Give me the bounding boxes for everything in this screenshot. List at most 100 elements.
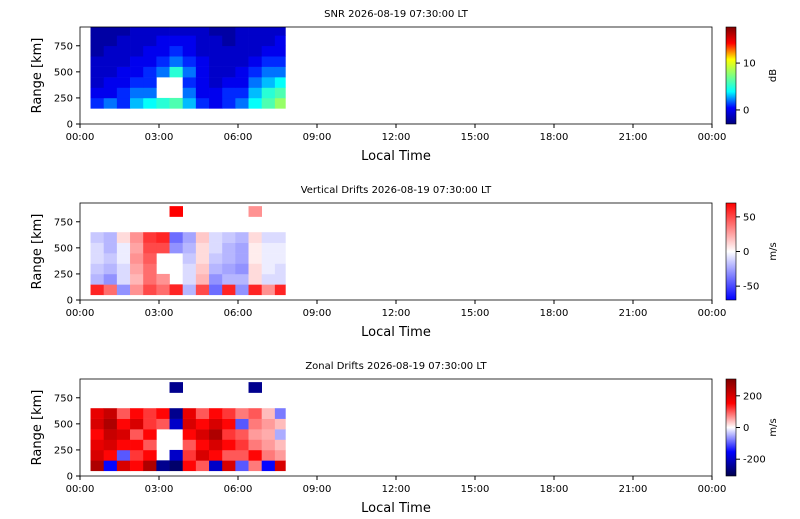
heat-cell <box>222 429 236 440</box>
heat-cell <box>274 87 286 99</box>
heat-cell <box>261 242 276 254</box>
heat-cell <box>116 97 131 109</box>
heat-cell <box>143 408 157 419</box>
heat-cell <box>116 242 131 254</box>
heat-cell <box>182 242 197 254</box>
x-tick-label: 00:00 <box>66 132 95 143</box>
heat-cell <box>143 87 157 99</box>
heat-cell <box>209 429 223 440</box>
heat-cell <box>248 232 262 243</box>
heat-cell <box>209 408 223 419</box>
heat-cell <box>222 27 236 36</box>
x-tick-label: 15:00 <box>461 132 490 143</box>
heat-cell <box>182 273 197 285</box>
heat-cell <box>103 56 118 67</box>
heat-cell <box>261 27 276 36</box>
heat-cell <box>156 460 170 472</box>
y-tick-label: 500 <box>54 243 73 254</box>
heat-cell <box>116 263 131 275</box>
heat-cell <box>103 66 118 78</box>
x-tick-label: 09:00 <box>303 308 332 319</box>
heat-cell <box>261 253 276 264</box>
heat-cell <box>90 66 104 78</box>
heat-cell <box>248 439 262 451</box>
heat-cell <box>222 35 236 47</box>
heat-cell <box>143 429 157 440</box>
heat-cell <box>143 77 157 88</box>
heat-cell <box>182 460 197 472</box>
heat-cell <box>103 449 118 461</box>
x-tick-label: 03:00 <box>145 132 174 143</box>
heat-cell <box>90 418 104 430</box>
heat-cell <box>90 77 104 88</box>
heat-cell <box>169 45 183 57</box>
heat-cell <box>261 429 276 440</box>
colorbar-tick-label: 0 <box>743 247 749 258</box>
y-tick-label: 250 <box>54 93 73 104</box>
heat-cell <box>130 263 144 275</box>
heat-cell <box>143 45 157 57</box>
heat-cell <box>169 97 183 109</box>
heat-cell <box>182 408 197 419</box>
x-tick-label: 15:00 <box>461 308 490 319</box>
x-tick-label: 18:00 <box>540 132 569 143</box>
heat-cell <box>130 97 144 109</box>
heat-cell <box>222 460 236 472</box>
heat-cell <box>90 87 104 99</box>
heat-cell <box>235 87 249 99</box>
heat-cell <box>248 408 262 419</box>
heat-cell <box>274 232 286 243</box>
heat-cell <box>235 253 249 264</box>
x-tick-label: 00:00 <box>698 132 727 143</box>
heat-cell <box>261 45 276 57</box>
heat-cell <box>195 77 210 88</box>
heat-cell <box>156 56 170 67</box>
x-tick-label: 12:00 <box>382 484 411 495</box>
x-tick-label: 00:00 <box>66 484 95 495</box>
heat-cell <box>169 27 183 36</box>
heat-cell <box>143 449 157 461</box>
heat-cell <box>274 408 286 419</box>
y-axis-label: Range [km] <box>30 214 45 290</box>
heat-cell <box>248 27 262 36</box>
heat-cell <box>182 253 197 264</box>
heat-cell <box>143 232 157 243</box>
heat-cell <box>143 27 157 36</box>
heat-cell <box>261 232 276 243</box>
heat-cell <box>156 45 170 57</box>
heat-cell <box>261 35 276 47</box>
heat-cell <box>235 429 249 440</box>
heat-cell <box>248 87 262 99</box>
heat-cell <box>116 429 131 440</box>
heat-cell <box>90 284 104 296</box>
heat-cell <box>222 66 236 78</box>
heat-cell <box>209 449 223 461</box>
heat-cell <box>248 253 262 264</box>
heat-cell <box>130 232 144 243</box>
heat-cell <box>130 418 144 430</box>
colorbar <box>725 378 737 477</box>
heat-cell <box>156 273 170 285</box>
heat-cell <box>90 27 104 36</box>
heat-cell <box>261 273 276 285</box>
heat-cell <box>116 439 131 451</box>
x-tick-label: 12:00 <box>382 132 411 143</box>
heat-cell <box>156 408 170 419</box>
heat-cell <box>116 45 131 57</box>
heat-cell <box>103 77 118 88</box>
y-axis-label: Range [km] <box>30 390 45 466</box>
heat-cell <box>209 242 223 254</box>
heat-cell <box>143 56 157 67</box>
heat-cell <box>195 284 210 296</box>
x-tick-label: 03:00 <box>145 308 174 319</box>
heat-cell <box>222 418 236 430</box>
colorbar-tick-label: -50 <box>743 282 759 293</box>
x-tick-label: 00:00 <box>698 484 727 495</box>
heat-cell <box>195 232 210 243</box>
heat-cell <box>222 56 236 67</box>
y-tick-label: 750 <box>54 41 73 52</box>
heat-cell <box>274 45 286 57</box>
heat-cell <box>274 460 286 472</box>
heat-cell <box>116 77 131 88</box>
heat-cell <box>90 97 104 109</box>
